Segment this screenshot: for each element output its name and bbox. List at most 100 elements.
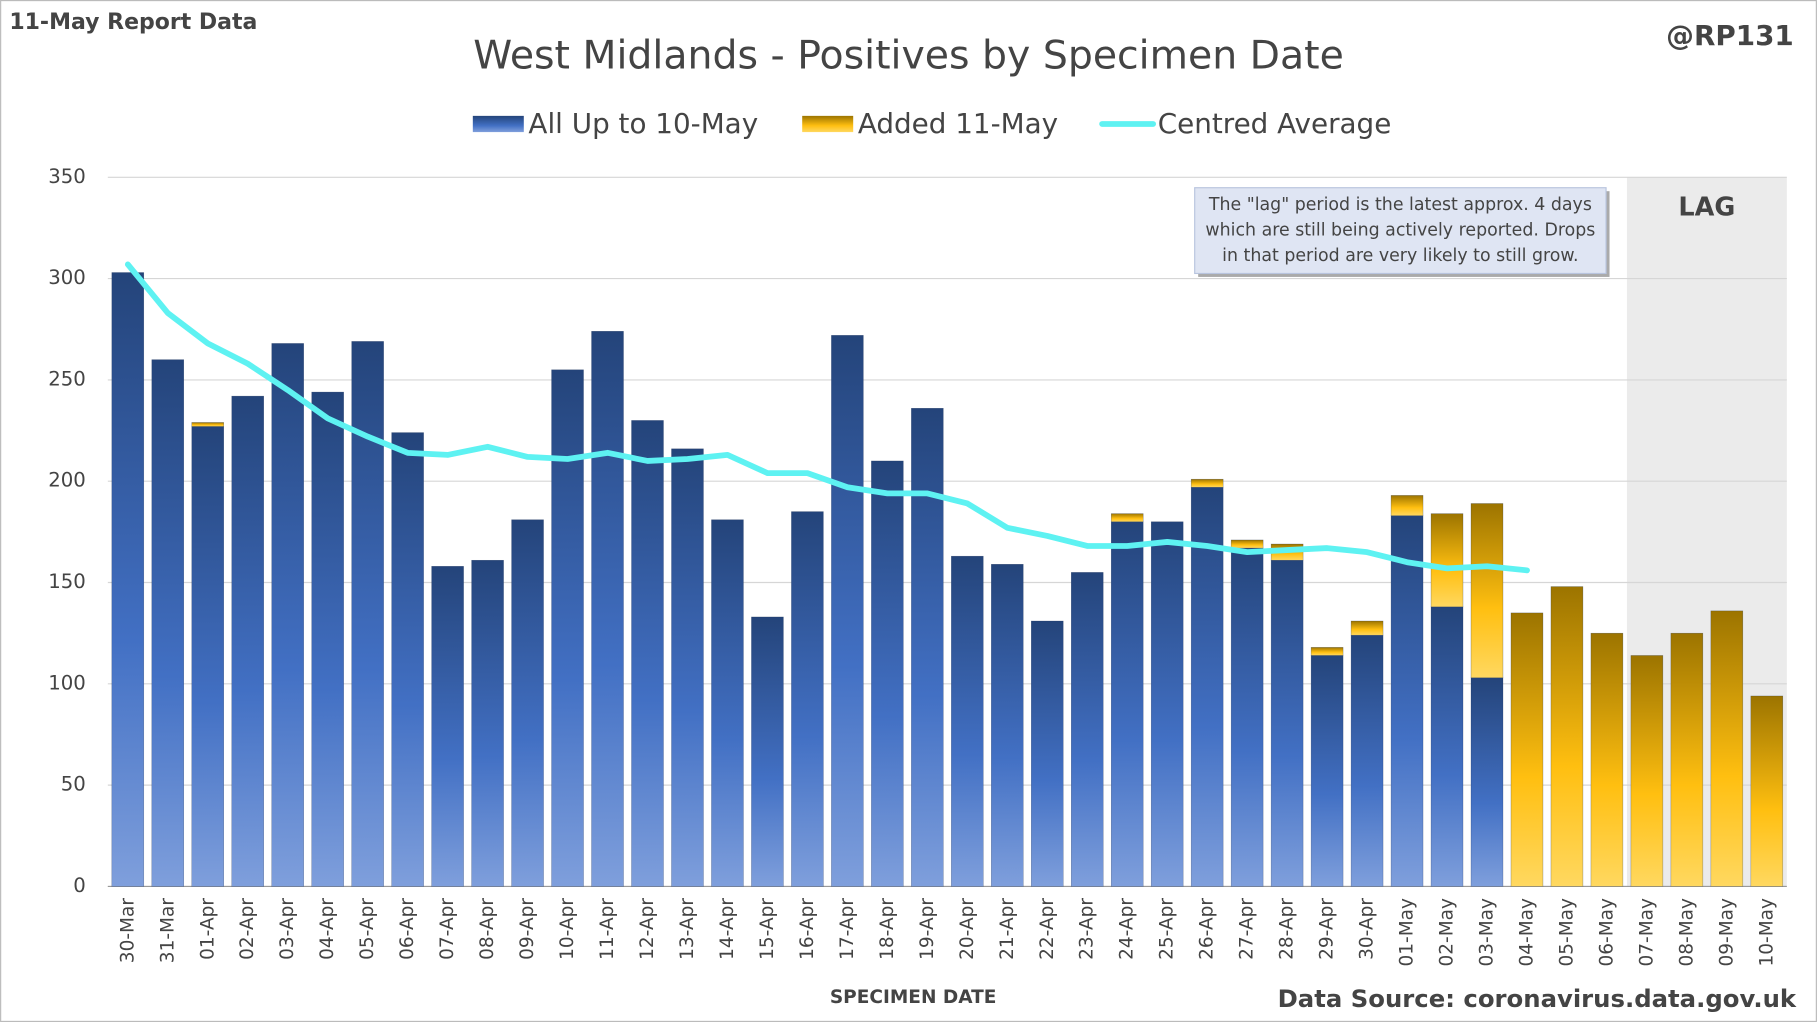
x-tick-label: 14-Apr: [717, 898, 738, 960]
y-tick-label: 50: [61, 773, 86, 796]
x-axis-label: SPECIMEN DATE: [830, 987, 997, 1008]
x-tick-label: 03-May: [1476, 898, 1497, 967]
bar: [1190, 487, 1224, 887]
x-tick-label: 18-Apr: [877, 898, 898, 960]
annotation-text: in that period are very likely to still …: [1222, 246, 1578, 266]
x-tick-label: 04-May: [1516, 898, 1537, 967]
handle: @RP131: [1666, 19, 1794, 52]
bar: [1710, 610, 1744, 887]
bar: [1031, 620, 1064, 887]
x-tick-label: 05-May: [1556, 898, 1577, 967]
bar: [1150, 521, 1184, 887]
x-tick-label: 30-Mar: [117, 898, 138, 964]
x-tick-label: 24-Apr: [1117, 898, 1138, 960]
bar: [1350, 634, 1384, 887]
bar: [991, 564, 1024, 887]
annotation-text: which are still being actively reported.…: [1205, 221, 1595, 241]
bar: [1670, 632, 1704, 887]
x-tick-label: 02-Apr: [237, 898, 258, 960]
x-tick-label: 17-Apr: [837, 898, 858, 960]
source: Data Source: coronavirus.data.gov.uk: [1278, 984, 1797, 1013]
bar: [1630, 655, 1664, 887]
bar: [1750, 695, 1784, 887]
bar: [231, 395, 264, 887]
chart-title: West Midlands - Positives by Specimen Da…: [473, 32, 1344, 78]
bar: [1110, 521, 1144, 887]
x-tick-label: 07-Apr: [437, 898, 458, 960]
x-tick-label: 05-Apr: [357, 898, 378, 960]
x-tick-label: 29-Apr: [1317, 898, 1338, 960]
bar: [1310, 647, 1344, 656]
y-tick-label: 0: [73, 874, 86, 897]
bar: [1470, 677, 1504, 887]
y-tick-label: 250: [48, 367, 86, 390]
x-tick-label: 21-Apr: [997, 898, 1018, 960]
bar: [1230, 539, 1264, 549]
x-tick-label: 13-Apr: [677, 898, 698, 960]
x-tick-label: 04-Apr: [317, 898, 338, 960]
x-tick-label: 22-Apr: [1037, 898, 1058, 960]
legend-label: Added 11-May: [858, 107, 1058, 140]
bar: [111, 272, 145, 887]
x-tick-label: 31-Mar: [157, 898, 178, 964]
x-tick-label: 28-Apr: [1277, 898, 1298, 960]
bar: [151, 359, 185, 887]
bar: [631, 420, 664, 887]
bar: [791, 511, 824, 887]
bar: [1510, 612, 1544, 887]
x-tick-label: 20-Apr: [957, 898, 978, 960]
bar: [1350, 620, 1384, 636]
y-tick-label: 200: [48, 469, 86, 492]
bar: [711, 519, 744, 887]
bar: [1230, 547, 1264, 887]
x-tick-label: 11-Apr: [597, 898, 618, 960]
y-tick-label: 350: [48, 165, 86, 188]
bar: [871, 460, 904, 887]
x-tick-label: 30-Apr: [1357, 898, 1378, 960]
bar: [271, 343, 304, 887]
x-tick-label: 27-Apr: [1237, 898, 1258, 960]
bar: [1110, 513, 1144, 522]
bar: [831, 335, 864, 887]
bar: [511, 519, 544, 887]
annotation-box: [1194, 187, 1607, 275]
bar: [191, 422, 224, 427]
bar: [751, 616, 784, 887]
bar: [311, 391, 344, 887]
x-tick-label: 15-Apr: [757, 898, 778, 960]
bar: [551, 369, 584, 887]
bar: [351, 341, 384, 887]
legend-swatch: [802, 115, 854, 133]
legend-label: All Up to 10-May: [528, 107, 758, 140]
x-tick-label: 08-Apr: [477, 898, 498, 960]
average-line: [124, 261, 1530, 574]
x-tick-label: 23-Apr: [1077, 898, 1098, 960]
x-tick-label: 06-May: [1596, 898, 1617, 967]
x-tick-label: 03-Apr: [277, 898, 298, 960]
x-tick-label: 25-Apr: [1157, 898, 1178, 960]
bar: [1310, 655, 1344, 887]
bar: [1430, 513, 1464, 608]
bar: [951, 555, 984, 887]
bar: [1470, 503, 1504, 678]
bar: [1071, 572, 1104, 887]
x-tick-label: 09-May: [1716, 898, 1737, 967]
bar: [1590, 632, 1624, 887]
legend-swatch: [472, 115, 524, 133]
x-tick-label: 09-Apr: [517, 898, 538, 960]
bar: [1390, 515, 1424, 887]
y-tick-label: 150: [48, 570, 86, 593]
y-tick-label: 100: [48, 671, 86, 694]
x-tick-label: 16-Apr: [797, 898, 818, 960]
bar: [1550, 586, 1584, 887]
bar: [671, 448, 704, 887]
x-tick-label: 06-Apr: [397, 898, 418, 960]
lag-label: LAG: [1678, 193, 1735, 223]
bar: [471, 559, 504, 887]
bar: [431, 566, 464, 887]
bar: [191, 426, 224, 887]
bar: [1190, 478, 1224, 488]
report-label: 11-May Report Data: [9, 10, 257, 35]
x-tick-label: 19-Apr: [917, 898, 938, 960]
